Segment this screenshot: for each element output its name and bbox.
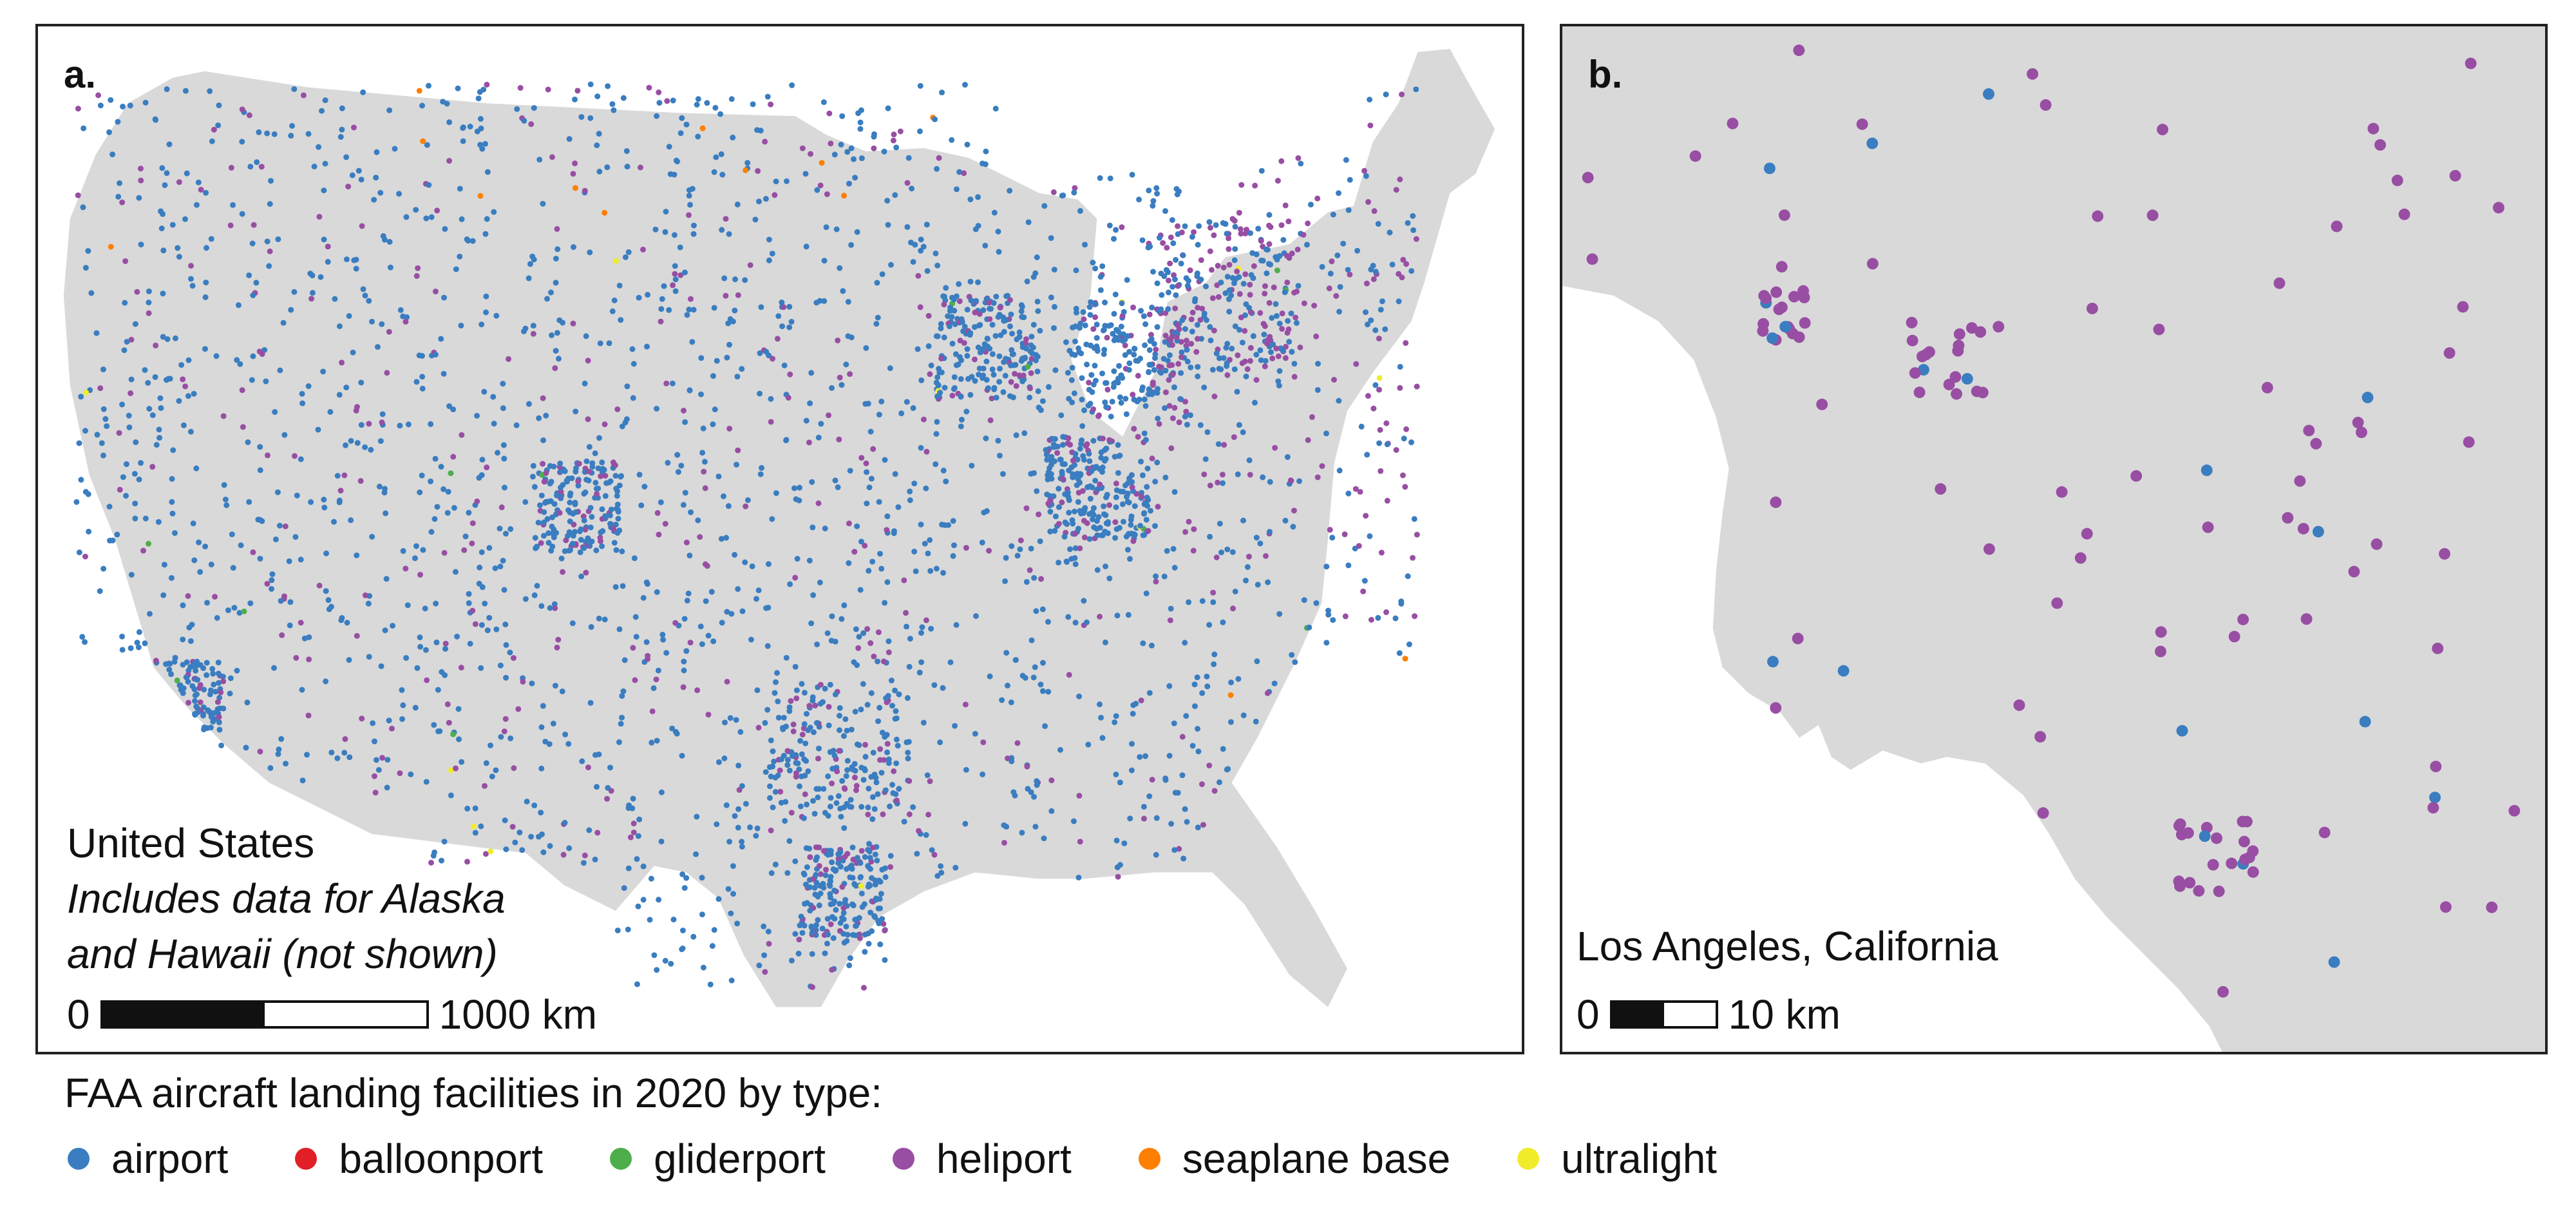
legend-item-heliport: heliport — [892, 1135, 1072, 1183]
legend-title: FAA aircraft landing facilities in 2020 … — [64, 1070, 883, 1116]
us-facility-points — [73, 81, 1420, 991]
panel-label-b: b. — [1588, 53, 1623, 96]
scale-bar-us: 0 1000 km — [67, 991, 597, 1038]
legend-item-balloonport: balloonport — [295, 1135, 543, 1183]
scale-track — [100, 1000, 429, 1029]
legend-label: airport — [111, 1136, 229, 1182]
legend-swatch — [610, 1148, 632, 1170]
map-panel-la: b. Los Angeles, California 0 10 km — [1560, 24, 2548, 1054]
data-note-line-1: Includes data for Alaska — [67, 875, 506, 922]
legend-swatch — [68, 1148, 90, 1170]
data-note-line-2: and Hawaii (not shown) — [67, 931, 498, 977]
scale-end-label: 10 km — [1728, 991, 1841, 1038]
scale-track — [1609, 1000, 1718, 1029]
panel-label-a: a. — [64, 53, 97, 96]
map-panel-us: a. United States Includes data for Alask… — [35, 24, 1524, 1054]
legend-label: ultralight — [1561, 1136, 1718, 1182]
region-title-la: Los Angeles, California — [1577, 923, 1998, 969]
legend-label: heliport — [936, 1136, 1072, 1182]
legend-label: balloonport — [339, 1136, 544, 1182]
la-map — [1562, 26, 2545, 1052]
legend-label: gliderport — [654, 1136, 826, 1182]
us-landmass — [63, 48, 1495, 1007]
legend-item-airport: airport — [68, 1135, 228, 1183]
legend-label: seaplane base — [1182, 1136, 1451, 1182]
legend-swatch — [1517, 1148, 1540, 1170]
la-facility-points — [1582, 44, 2521, 998]
legend-item-gliderport: gliderport — [610, 1135, 826, 1183]
scale-start-label: 0 — [1577, 991, 1600, 1038]
legend: airport balloonport gliderport heliport seap… — [68, 1135, 1784, 1183]
scale-bar-la: 0 10 km — [1577, 991, 1841, 1038]
us-caption: United States Includes data for Alaska a… — [67, 815, 506, 982]
region-title-us: United States — [67, 820, 315, 866]
legend-swatch — [295, 1148, 317, 1170]
la-caption: Los Angeles, California — [1577, 918, 1998, 974]
legend-swatch — [1138, 1148, 1160, 1170]
pacific-ocean — [1562, 285, 2222, 1052]
scale-start-label: 0 — [67, 991, 90, 1038]
legend-item-ultralight: ultralight — [1517, 1135, 1717, 1183]
scale-end-label: 1000 km — [439, 991, 598, 1038]
legend-swatch — [892, 1148, 914, 1170]
us-map — [63, 48, 1495, 1007]
legend-item-seaplane-base: seaplane base — [1138, 1135, 1451, 1183]
